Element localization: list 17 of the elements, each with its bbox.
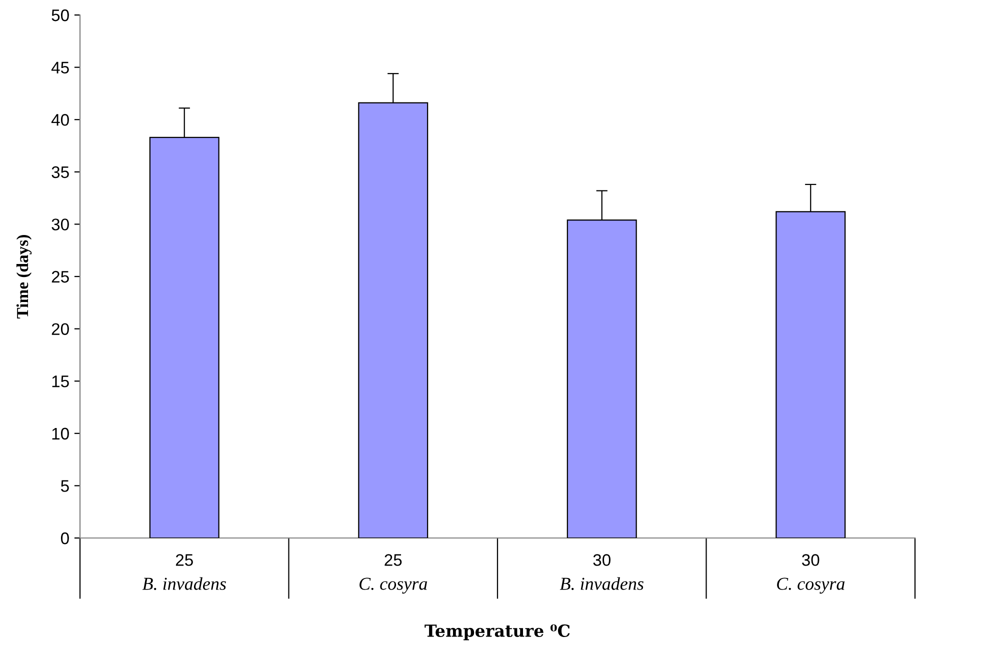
- x-tick-label: 25 C. cosyra: [360, 554, 428, 594]
- y-tick-label: 45: [51, 62, 69, 74]
- y-tick-label: 50: [52, 9, 69, 22]
- y-axis-title: Time (days): [16, 235, 32, 318]
- y-tick-label: 30: [52, 218, 69, 230]
- y-tick-label: 35: [52, 166, 69, 178]
- y-tick-label: 40: [51, 114, 69, 126]
- y-tick-label: 25: [52, 270, 69, 283]
- y-tick-label: 10: [52, 428, 69, 440]
- x-tick-label: 25 B. invadens: [142, 554, 226, 590]
- x-tick-label: 30 B. invadens: [560, 554, 644, 590]
- y-tick-label: 0: [60, 532, 69, 544]
- y-tick-label: 20: [52, 323, 69, 336]
- x-tick-label: 30 C. cosyra: [777, 554, 845, 594]
- x-axis-title: Temperature ⁰C: [424, 624, 570, 640]
- y-tick-label: 15: [52, 376, 69, 388]
- y-tick-label: 5: [60, 480, 69, 492]
